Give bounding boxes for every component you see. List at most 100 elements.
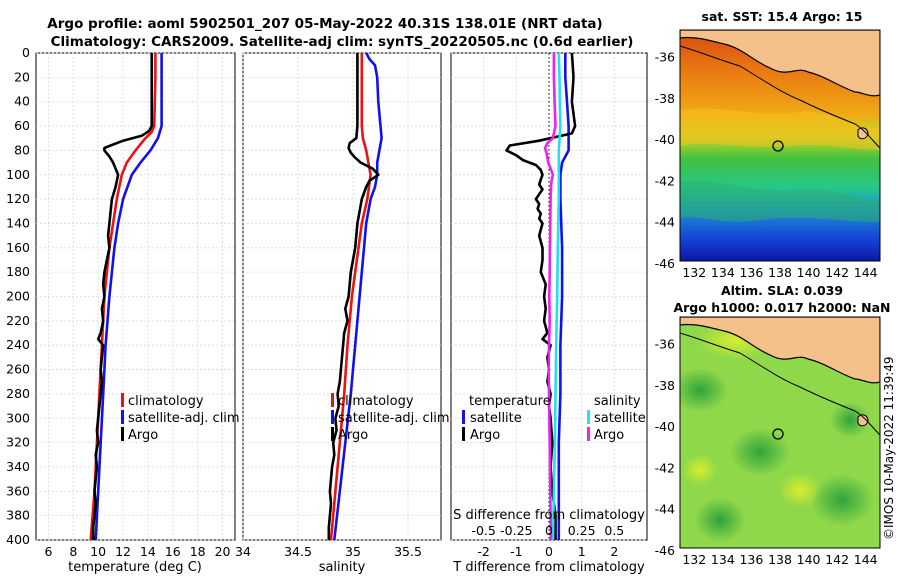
series-line-salinity-argo: [543, 53, 557, 541]
temperature-x-ticks: 6 8 10 12 14 16 18 20: [44, 544, 230, 559]
x-tick-label: 10: [90, 544, 106, 559]
legend-label-t-satellite: satellite: [470, 411, 522, 426]
lon-tick-label: 144: [854, 265, 878, 280]
depth-tick-label: 320: [6, 435, 30, 450]
x-tick-label: 34.5: [284, 544, 312, 559]
depth-tick-label: 0: [22, 45, 30, 60]
sla-shelf-contour: [680, 332, 880, 436]
x-tick-label: 35: [345, 544, 361, 559]
top-tick-label: 0.5: [604, 523, 624, 538]
legend-swatch-t-argo: [462, 427, 465, 441]
depth-tick-label: 360: [6, 483, 30, 498]
lat-tick-label: -42: [655, 173, 675, 188]
salinity-panel: 34 34.5 35 35.5 salinity climatology satell…: [235, 52, 450, 575]
sst-land: [680, 30, 880, 97]
depth-tick-label: 300: [6, 410, 30, 425]
depth-tick-label: 280: [6, 386, 30, 401]
x-tick-label: 8: [69, 544, 77, 559]
legend-swatch-s-satellite: [587, 410, 590, 424]
lat-tick-label: -38: [655, 91, 675, 106]
lon-tick-label: 140: [797, 552, 821, 567]
series-line-climatology: [329, 53, 372, 541]
sst-map-title: sat. SST: 15.4 Argo: 15: [702, 9, 863, 24]
lat-tick-label: -36: [655, 50, 675, 65]
legend-swatch-satellite: [121, 410, 124, 424]
depth-tick-label: 260: [6, 362, 30, 377]
x-tick-label: 2: [610, 544, 618, 559]
difference-legend: temperature satellite Argo salinity sate…: [462, 394, 646, 443]
lon-tick-label: 132: [682, 552, 706, 567]
sla-map-frame: [679, 316, 881, 549]
depth-tick-label: 200: [6, 289, 30, 304]
legend-label-t-argo: Argo: [470, 428, 500, 443]
lon-tick-label: 142: [825, 265, 849, 280]
depth-tick-label: 100: [6, 167, 30, 182]
lat-tick-label: -44: [655, 215, 675, 230]
sla-land: [680, 317, 880, 384]
salinity-grid: [242, 52, 441, 541]
top-tick-label: -0.5: [471, 523, 495, 538]
figure-title-line1: Argo profile: aoml 5902501_207 05-May-20…: [47, 16, 602, 32]
series-line-salinity-satellite: [551, 52, 562, 541]
lon-tick-label: 136: [739, 265, 763, 280]
sla-map-title-line2: Argo h1000: 0.017 h2000: NaN: [673, 300, 890, 315]
legend-label-argo: Argo: [338, 428, 368, 443]
depth-tick-label: 180: [6, 264, 30, 279]
x-tick-label: 1: [578, 544, 586, 559]
depth-ticks: 0 20 40 60 80 100 120 140 160 180 200 220 240 260 280 3…: [6, 45, 30, 547]
legend-label-satellite: satellite-adj. clim: [338, 411, 450, 426]
depth-tick-label: 140: [6, 215, 30, 230]
salinity-lines: [327, 52, 383, 541]
sla-lat-ticks: -36 -38 -40 -42 -44 -46: [655, 337, 675, 558]
sst-argo-marker: [772, 140, 784, 152]
difference-top-ticks: -0.5 -0.25 0 0.25 0.5: [471, 523, 624, 538]
sla-argo-marker: [772, 428, 784, 440]
legend-title-temperature: temperature: [469, 394, 551, 409]
difference-x-ticks: -2 -1 0 1 2: [477, 544, 618, 559]
x-tick-label: 16: [165, 544, 181, 559]
legend-swatch-t-satellite: [462, 410, 465, 424]
series-line-satellite-adj-clim: [333, 52, 383, 541]
legend-swatch-climatology: [121, 393, 124, 407]
sla-map-title-line1: Altim. SLA: 0.039: [721, 283, 843, 298]
depth-tick-label: 400: [6, 532, 30, 547]
lon-tick-label: 136: [739, 552, 763, 567]
sst-island: [857, 127, 869, 140]
legend-swatch-argo: [331, 427, 334, 441]
top-tick-label: 0: [545, 523, 553, 538]
sla-island: [857, 414, 869, 427]
figure-title-line2: Climatology: CARS2009. Satellite-adj cli…: [51, 34, 634, 50]
series-line-temperature-satellite: [557, 53, 570, 540]
x-tick-label: -1: [510, 544, 522, 559]
x-tick-label: 18: [190, 544, 206, 559]
salinity-legend: climatology satellite-adj. clim Argo: [331, 393, 450, 443]
depth-tick-label: 80: [14, 142, 30, 157]
x-tick-label: 20: [215, 544, 231, 559]
sst-shelf-contour: [680, 45, 880, 149]
temperature-grid: [36, 52, 235, 541]
lat-tick-label: -42: [655, 460, 675, 475]
depth-tick-label: 240: [6, 337, 30, 352]
lon-tick-label: 140: [797, 265, 821, 280]
x-tick-label: 34: [235, 544, 251, 559]
legend-swatch-argo: [121, 427, 124, 441]
salinity-x-ticks: 34 34.5 35 35.5: [235, 544, 422, 559]
sst-map: sat. SST: 15.4 Argo: 15 -36-38-40-42-44-…: [655, 9, 881, 280]
lon-tick-label: 138: [768, 552, 792, 567]
sla-blob-yellow: [682, 454, 718, 486]
depth-tick-label: 20: [14, 69, 30, 84]
legend-label-argo: Argo: [128, 428, 158, 443]
temperature-x-label: temperature (deg C): [68, 560, 202, 575]
x-tick-label: 35.5: [394, 544, 422, 559]
x-tick-label: 0: [545, 544, 553, 559]
sla-blob: [830, 402, 870, 438]
depth-tick-label: 340: [6, 459, 30, 474]
sst-warm-patch: [680, 108, 880, 150]
lon-tick-label: 142: [825, 552, 849, 567]
legend-swatch-s-argo: [587, 427, 590, 441]
legend-title-salinity: salinity: [594, 394, 641, 409]
depth-tick-label: 380: [6, 508, 30, 523]
depth-tick-label: 160: [6, 240, 30, 255]
x-tick-label: 12: [115, 544, 131, 559]
